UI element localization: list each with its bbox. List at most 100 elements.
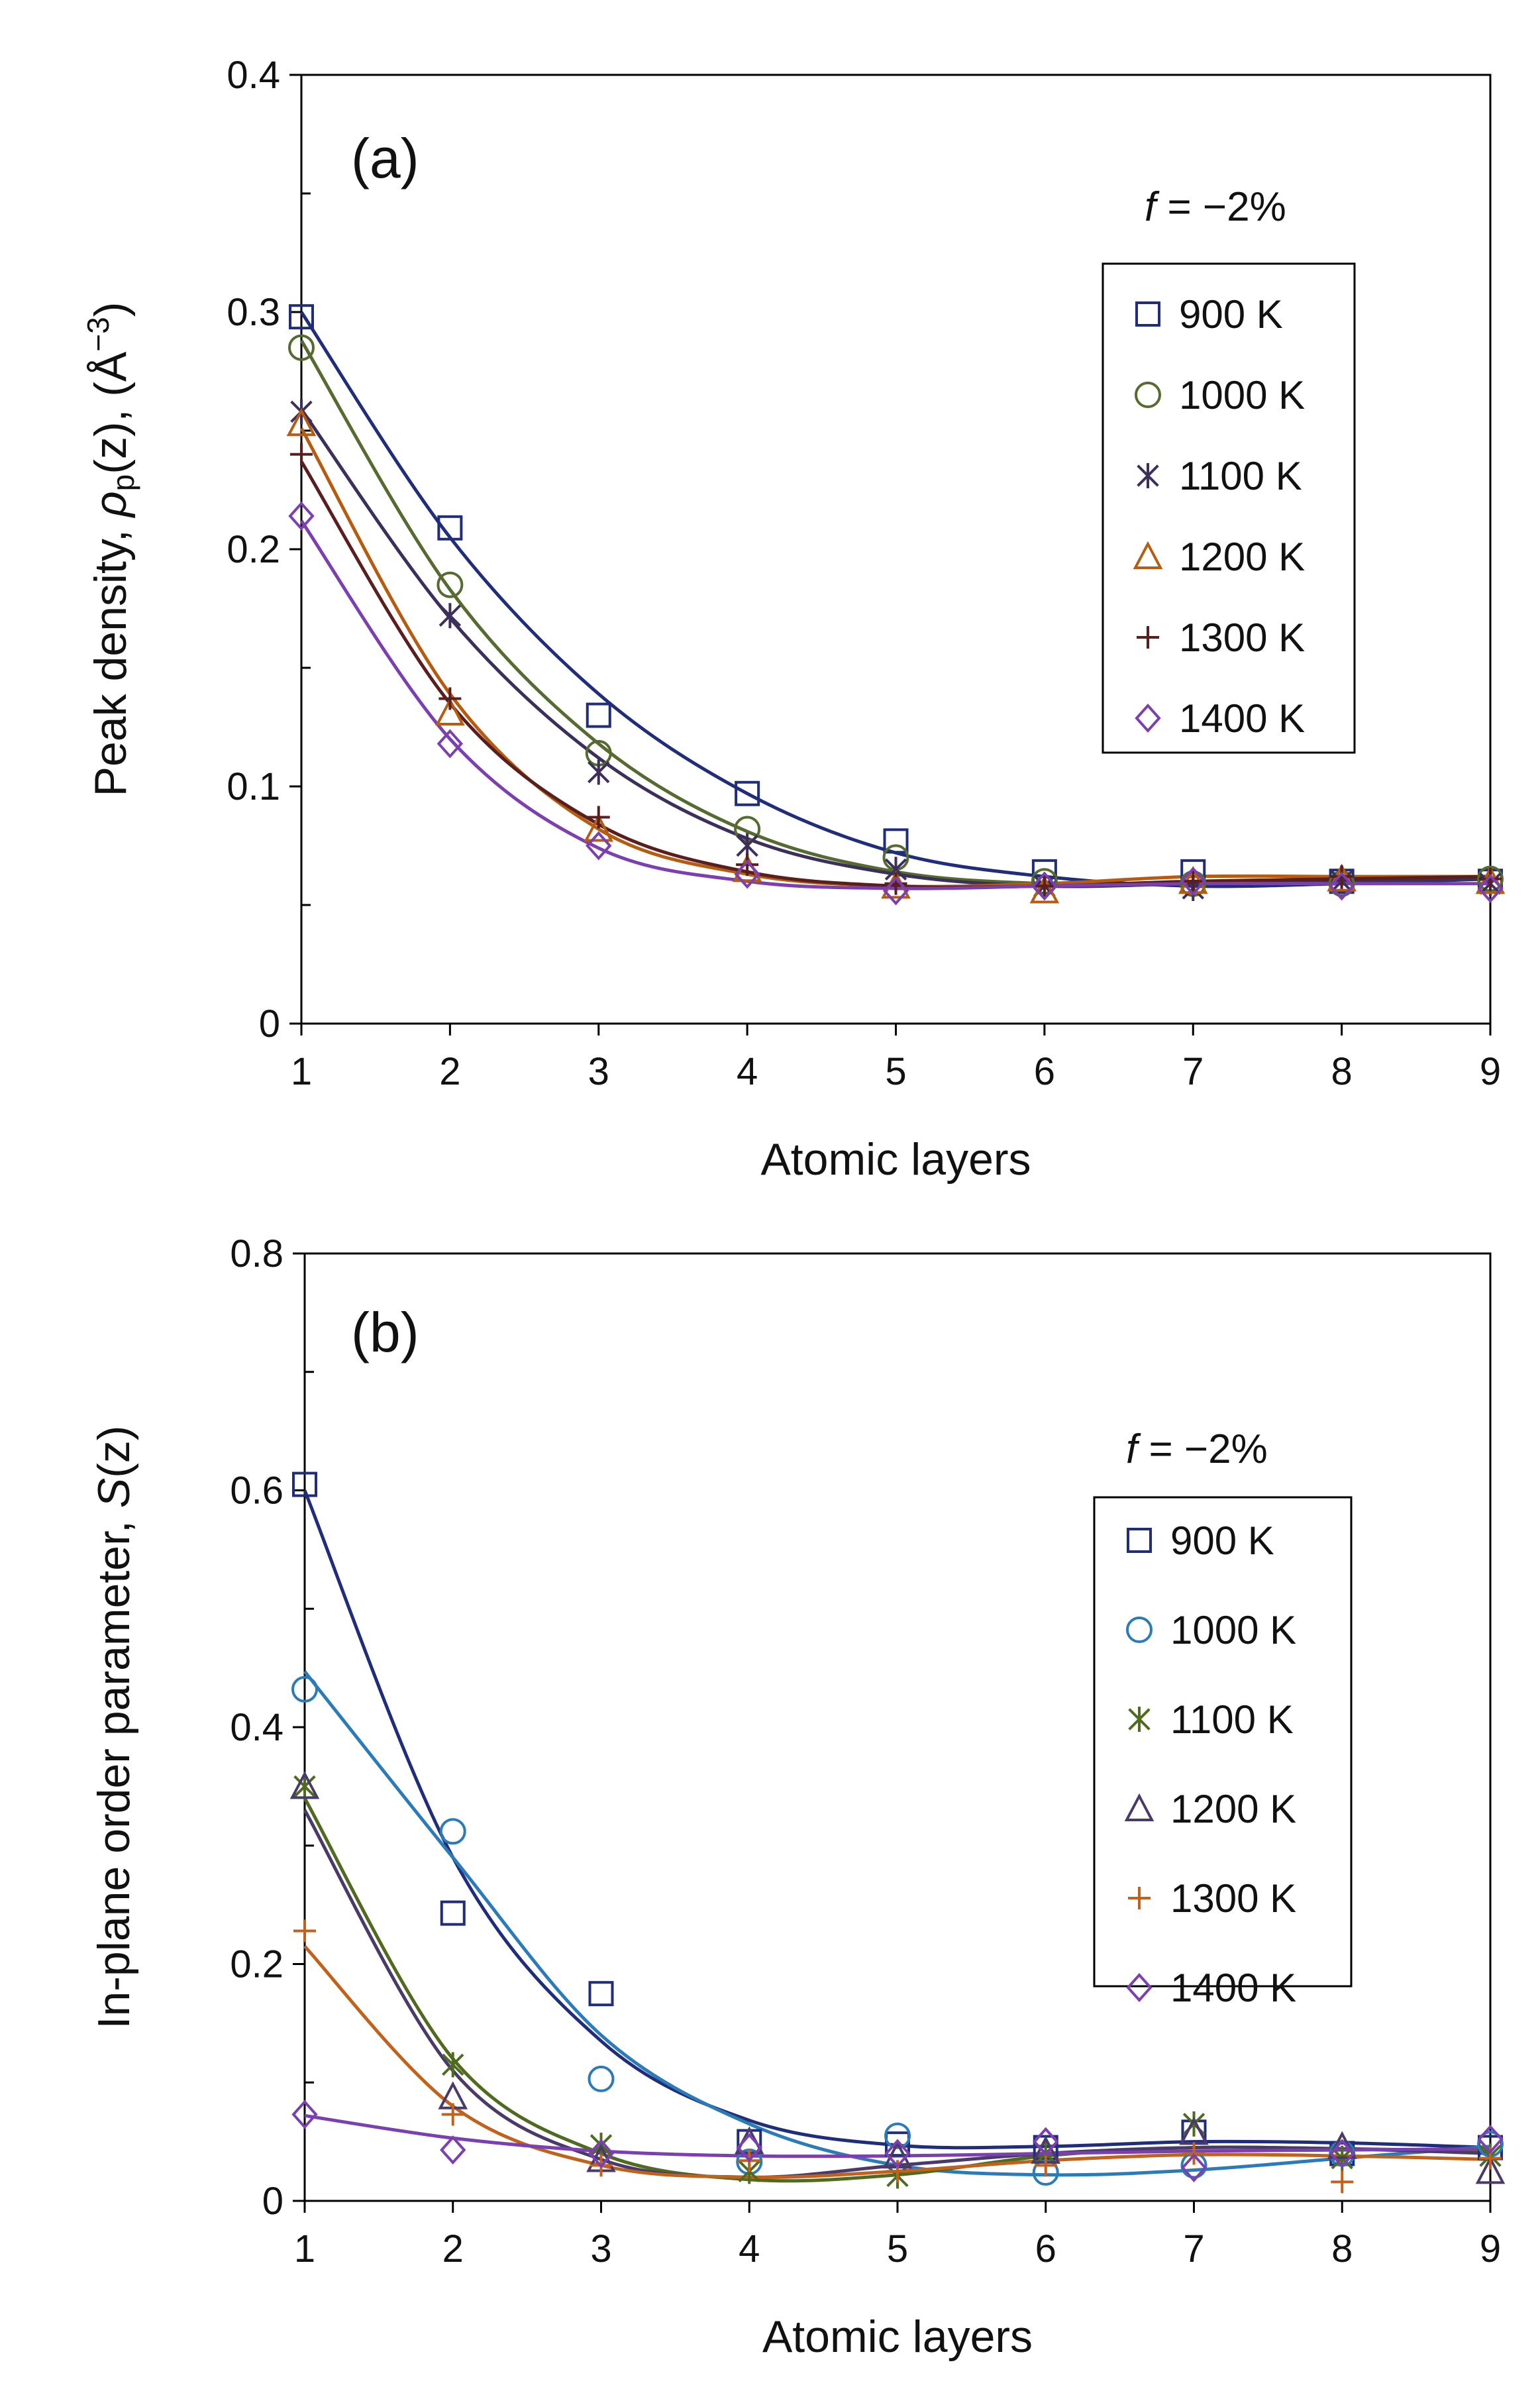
panel-b-point-0-2: [588, 1981, 614, 2007]
panel-b-y-tick-label: 0.4: [230, 1706, 283, 1749]
panel-b-point-0-4: [885, 2131, 910, 2157]
panel-a-y-tick-label: 0.3: [227, 291, 280, 334]
panel-b-point-4-0: [293, 1919, 316, 1943]
panel-b-point-5-0: [291, 2100, 318, 2129]
panel-a-point-3-1: [435, 697, 465, 726]
panel-a-legend-items: 900 K 1000 K 1100 K 1200 K 1300 K 1400 K: [1133, 292, 1305, 741]
panel-b-legend-title: f = −2%: [1126, 1426, 1268, 1472]
panel-b-legend-label-0: 900 K: [1170, 1518, 1274, 1563]
panel-a-y-axis-title-rho: ρ: [85, 491, 136, 518]
panel-a-legend-label-5: 1400 K: [1179, 696, 1305, 741]
panel-a-point-4-6: [1182, 870, 1205, 893]
panel-a-legend-label-2: 1100 K: [1179, 454, 1302, 498]
panel-a-point-0-0: [289, 304, 314, 330]
panel-b-point-4-4: [886, 2160, 909, 2183]
panel-a-legend-label-3: 1200 K: [1179, 535, 1305, 579]
panel-a-x-tick-label: 3: [588, 1050, 609, 1093]
panel-a-point-4-2: [587, 806, 610, 829]
panel-a-point-5-2: [586, 831, 612, 861]
panel-b-x-tick-label: 6: [1035, 2227, 1056, 2270]
panel-b-legend: f = −2% 900 K 1000 K 1100 K 1200 K 1300 K 140…: [1093, 1426, 1353, 2010]
panel-a-y-axis-title-text: Peak density,: [85, 517, 136, 796]
panel-a-x-tick-label: 5: [885, 1050, 906, 1093]
panel-a-x-tick-label: 2: [439, 1050, 460, 1093]
panel-b-point-0-1: [440, 1900, 466, 1926]
panel-b-label: (b): [351, 1301, 419, 1363]
panel-b-y-axis-title-text: In-plane order parameter,: [89, 1508, 139, 2029]
panel-b-legend-label-4: 1300 K: [1170, 1876, 1296, 1921]
panel-b-y-axis-title-z: (z): [89, 1426, 139, 1478]
panel-a-point-4-0: [290, 443, 313, 466]
panel-b-point-1-2: [588, 2065, 615, 2092]
panel-a-y-axis-title-sub: p: [106, 474, 140, 492]
panel-a-legend-title-rest: = −2%: [1156, 184, 1286, 230]
panel-a-point-4-1: [438, 687, 462, 710]
panel-a-legend-marker-3: [1133, 541, 1163, 569]
panel-b-legend-marker-2: [1128, 1707, 1151, 1732]
panel-a-legend-box: [1102, 262, 1356, 754]
panel-a-legend-marker-4: [1137, 626, 1159, 649]
panel-b-x-tick-label: 8: [1331, 2227, 1353, 2270]
panel-a-x-tick-label: 6: [1034, 1050, 1055, 1093]
panel-a-point-2-1: [438, 603, 462, 629]
panel-b-point-4-7: [1331, 2170, 1354, 2194]
panel-b-point-1-0: [291, 1676, 318, 1703]
panel-a-x-tick-label: 7: [1182, 1050, 1204, 1093]
panel-b-x-tick-label: 5: [887, 2227, 908, 2270]
panel-b-data-points: [289, 1471, 1506, 2194]
panel-a-y-tick-label: 0: [259, 1002, 280, 1045]
panel-a-legend-title: f = −2%: [1145, 184, 1286, 230]
panel-a-point-5-1: [436, 729, 464, 759]
panel-b-legend-label-2: 1100 K: [1170, 1697, 1294, 1742]
panel-a-legend-marker-5: [1135, 704, 1161, 733]
panel-b-point-5-6: [1180, 2153, 1207, 2182]
panel-b-y-tick-label: 0.6: [230, 1469, 283, 1513]
panel-a-point-0-1: [437, 515, 463, 541]
panel-a-point-5-3: [734, 859, 760, 889]
panel-a-point-5-6: [1180, 867, 1206, 896]
panel-b-x-tick-label: 2: [442, 2227, 464, 2270]
panel-b-legend-marker-5: [1126, 1973, 1153, 2002]
panel-b-y-axis-title: In-plane order parameter, S(z): [89, 1426, 139, 2029]
panel-a-axis-ticks: 0 0.1 0.2 0.3 0.4 1 2 3 4 5 6 7 8 9: [227, 54, 1501, 1093]
panel-a-point-0-3: [735, 780, 760, 806]
panel-b-point-3-7: [1327, 2131, 1357, 2159]
panel-b-legend-box: [1093, 1496, 1353, 1988]
panel-a-fit-line-5: [299, 519, 1490, 890]
panel-a-fit-curves: [299, 311, 1491, 890]
panel-a-legend-label-1: 1000 K: [1179, 373, 1305, 417]
panel-a-data-points: [286, 304, 1506, 906]
panel-b-point-4-5: [1034, 2154, 1057, 2177]
panel-a-fit-line-0: [299, 311, 1491, 888]
panel-a-point-3-7: [1327, 863, 1357, 892]
panel-b-legend-title-rest: = −2%: [1137, 1426, 1267, 1472]
panel-a-y-axis-title-close: ): [85, 302, 136, 317]
panel-a-legend-marker-1: [1135, 382, 1161, 408]
panel-b-fit-line-4: [303, 1944, 1491, 2179]
panel-b-x-tick-label: 4: [739, 2227, 760, 2270]
panel-a-point-5-5: [1031, 871, 1058, 901]
panel-a-x-tick-label: 1: [291, 1050, 312, 1093]
panel-b-y-tick-label: 0.2: [230, 1943, 283, 1986]
panel-a-x-tick-label: 4: [737, 1050, 758, 1093]
panel-a-legend-label-4: 1300 K: [1179, 615, 1305, 660]
panel-a-y-axis-title-sup: −3: [81, 317, 115, 351]
panel-b-point-5-2: [588, 2139, 615, 2168]
panel-b-point-2-0: [293, 1774, 316, 1799]
panel-b-chart: 0 0.2 0.4 0.6 0.8 1 2 3 4 5 6 7 8 9 (b) f = −2% 900 K…: [89, 1232, 1506, 2362]
panel-b-x-tick-label: 3: [590, 2227, 611, 2270]
panel-b-y-tick-label: 0: [262, 2180, 283, 2223]
panel-b-x-tick-label: 7: [1183, 2227, 1204, 2270]
panel-a-point-3-8: [1475, 865, 1506, 894]
panel-b-point-5-8: [1477, 2125, 1504, 2155]
panel-b-point-5-5: [1033, 2127, 1059, 2156]
panel-b-point-5-3: [736, 2133, 762, 2162]
panel-a-legend-marker-0: [1135, 301, 1160, 327]
panel-a-legend-marker-2: [1137, 463, 1159, 488]
panel-a-x-tick-label: 8: [1331, 1050, 1352, 1093]
panel-b-point-5-7: [1329, 2139, 1355, 2168]
panel-a-y-axis-title-unit: (z), (Å: [85, 351, 136, 474]
panel-a-point-4-7: [1330, 865, 1353, 888]
panel-a-y-tick-label: 0.2: [227, 528, 280, 571]
